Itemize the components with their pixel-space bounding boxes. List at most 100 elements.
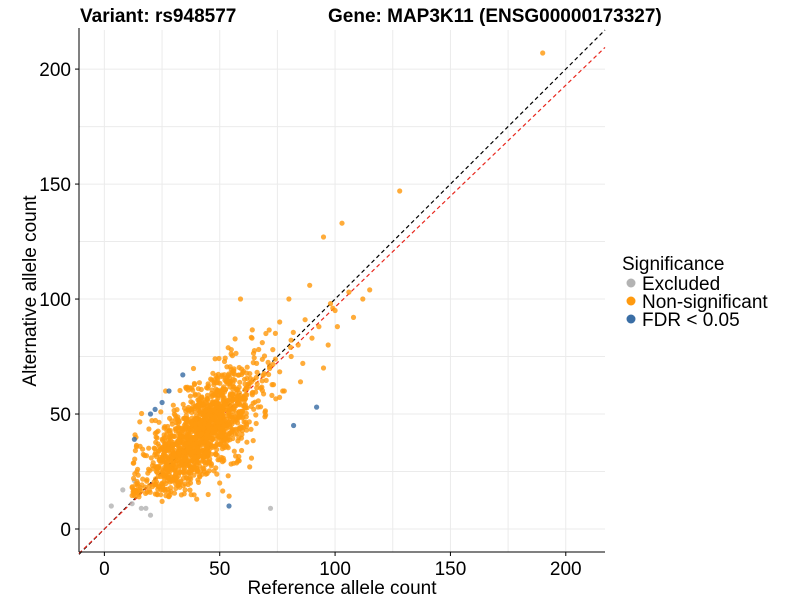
point-non-significant	[191, 380, 197, 387]
point-non-significant	[185, 404, 192, 411]
x-tick-label: 150	[435, 559, 467, 580]
point-non-significant	[193, 413, 199, 419]
point-non-significant	[172, 426, 178, 432]
point-non-significant	[187, 393, 193, 399]
point-non-significant	[156, 448, 162, 454]
point-non-significant	[181, 449, 187, 455]
point-non-significant	[316, 324, 322, 330]
point-non-significant	[137, 443, 143, 449]
point-non-significant	[166, 467, 172, 473]
x-tick-label: 50	[209, 559, 230, 580]
point-non-significant	[251, 355, 257, 361]
point-non-significant	[213, 452, 219, 458]
point-non-significant	[339, 220, 345, 226]
point-non-significant	[180, 483, 186, 489]
point-non-significant	[231, 417, 237, 423]
point-non-significant	[229, 353, 235, 359]
point-non-significant	[143, 490, 149, 496]
point-non-significant	[236, 409, 242, 415]
point-non-significant	[350, 314, 357, 320]
point-non-significant	[171, 490, 178, 496]
point-non-significant	[194, 438, 200, 445]
point-non-significant	[131, 492, 137, 498]
point-non-significant	[243, 414, 249, 420]
point-non-significant	[155, 428, 161, 434]
point-non-significant	[171, 407, 177, 414]
point-non-significant	[205, 381, 211, 387]
point-non-significant	[221, 429, 227, 435]
point-non-significant	[158, 492, 164, 498]
point-non-significant	[184, 434, 190, 440]
point-non-significant	[148, 455, 154, 461]
point-non-significant	[200, 453, 206, 459]
point-non-significant	[397, 188, 403, 194]
point-non-significant	[228, 347, 234, 353]
point-non-significant	[232, 336, 238, 342]
point-non-significant	[212, 356, 218, 362]
point-non-significant	[136, 494, 142, 500]
point-non-significant	[185, 446, 191, 452]
point-non-significant	[325, 342, 331, 348]
point-non-significant	[215, 395, 221, 401]
point-non-significant	[190, 400, 196, 406]
point-non-significant	[129, 485, 135, 491]
point-non-significant	[184, 384, 190, 390]
point-non-significant	[209, 390, 215, 396]
point-non-significant	[249, 390, 255, 396]
plot-title-gene: Gene: MAP3K11 (ENSG00000173327)	[328, 6, 662, 27]
point-non-significant	[190, 405, 196, 411]
point-non-significant	[188, 451, 194, 457]
point-non-significant	[253, 412, 259, 418]
point-non-significant	[242, 402, 248, 408]
point-non-significant	[156, 443, 162, 449]
point-non-significant	[209, 435, 215, 441]
point-non-significant	[196, 448, 202, 455]
point-non-significant	[270, 361, 276, 367]
point-non-significant	[236, 364, 242, 371]
point-non-significant	[273, 396, 279, 402]
point-non-significant	[251, 406, 257, 412]
point-non-significant	[161, 435, 167, 441]
x-tick-label: 100	[319, 559, 351, 580]
point-non-significant	[224, 407, 230, 413]
point-non-significant	[133, 488, 139, 494]
point-non-significant	[258, 404, 264, 410]
point-non-significant	[138, 488, 144, 494]
point-non-significant	[217, 388, 223, 394]
point-non-significant	[225, 445, 231, 451]
point-non-significant	[320, 234, 327, 240]
point-non-significant	[295, 342, 301, 348]
point-non-significant	[185, 481, 191, 488]
point-non-significant	[173, 461, 179, 467]
y-tick-label: 0	[60, 520, 71, 541]
point-non-significant	[181, 491, 187, 497]
point-non-significant	[161, 445, 167, 451]
point-non-significant	[162, 441, 168, 447]
point-non-significant	[239, 415, 245, 421]
point-non-significant	[272, 330, 278, 336]
point-non-significant	[217, 426, 223, 432]
point-non-significant	[190, 365, 197, 372]
x-tick-label: 200	[550, 559, 582, 580]
point-non-significant	[233, 453, 239, 459]
point-non-significant	[237, 296, 244, 302]
point-non-significant	[220, 488, 226, 494]
point-non-significant	[360, 296, 366, 302]
point-non-significant	[133, 481, 139, 487]
point-non-significant	[139, 482, 145, 488]
point-non-significant	[209, 443, 215, 449]
point-non-significant	[236, 390, 243, 396]
point-non-significant	[169, 421, 175, 427]
point-fdr-0-05	[291, 422, 297, 429]
point-non-significant	[267, 365, 273, 372]
point-non-significant	[218, 433, 225, 439]
point-non-significant	[288, 337, 294, 343]
point-non-significant	[231, 448, 237, 454]
point-excluded	[143, 505, 149, 511]
point-non-significant	[170, 402, 176, 408]
point-non-significant	[211, 379, 217, 385]
point-non-significant	[240, 370, 246, 376]
point-non-significant	[196, 426, 202, 432]
point-non-significant	[272, 356, 278, 362]
point-non-significant	[219, 459, 226, 465]
